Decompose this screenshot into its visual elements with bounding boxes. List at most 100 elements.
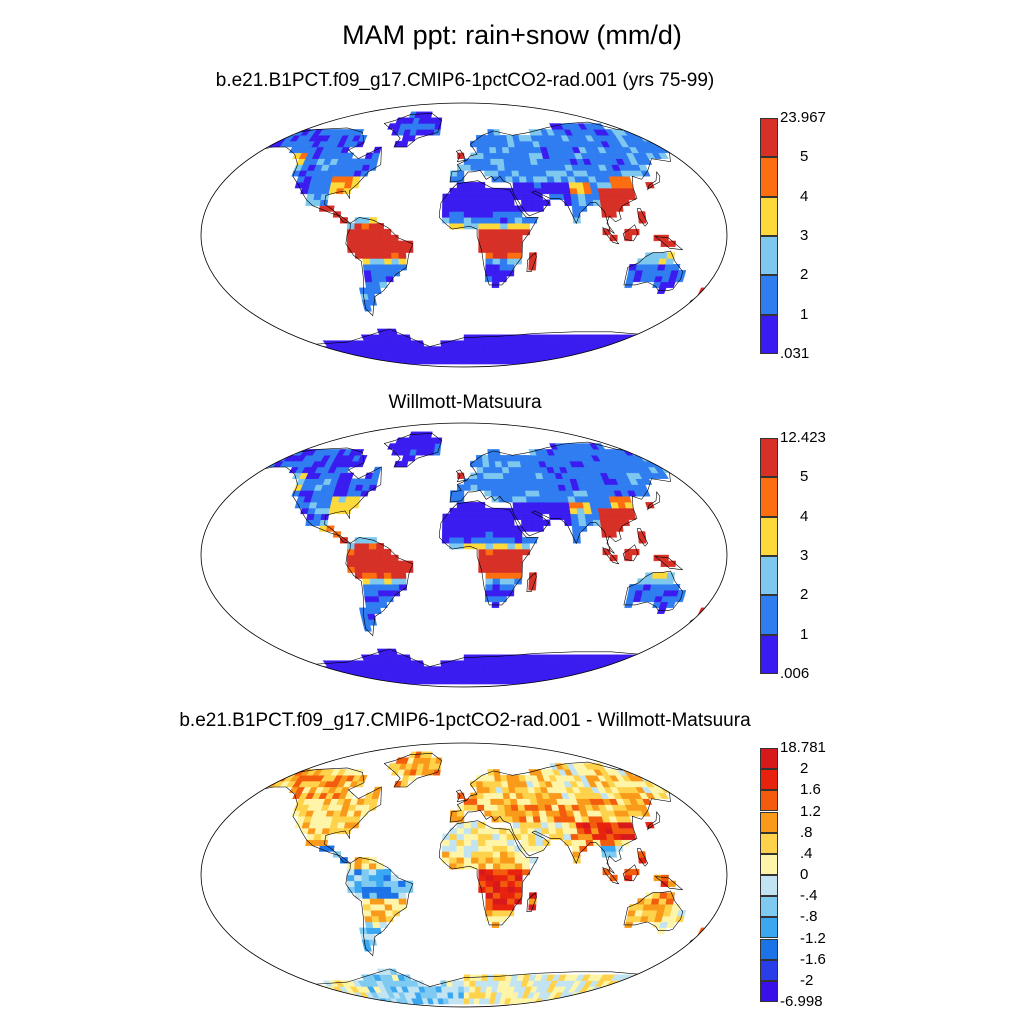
grid-cell (360, 170, 369, 177)
colorbar-box (760, 118, 778, 158)
grid-cell (613, 513, 622, 521)
grid-cell (660, 234, 669, 242)
grid-cell (595, 352, 608, 359)
grid-cell (354, 240, 363, 247)
grid-cell (639, 666, 653, 673)
grid-cell (485, 199, 494, 206)
colorbar-box (760, 275, 778, 315)
grid-cell (492, 519, 501, 526)
grid-cell (530, 484, 540, 491)
colorbar-label: 3 (800, 547, 809, 564)
grid-cell (476, 792, 485, 799)
grid-cell (376, 578, 385, 585)
grid-cell (492, 211, 501, 218)
grid-cell (500, 537, 508, 544)
grid-cell (347, 678, 359, 685)
grid-cell (500, 246, 508, 253)
grid-cell (570, 193, 579, 201)
grid-cell (674, 780, 687, 788)
grid-cell (485, 857, 494, 864)
grid-cell (516, 478, 525, 485)
grid-cell (680, 460, 694, 468)
grid-cell (621, 352, 635, 359)
grid-cell (496, 152, 504, 159)
grid-cell (485, 904, 494, 911)
grid-cell (606, 346, 619, 353)
grid-cell (509, 792, 518, 799)
grid-cell (476, 140, 484, 148)
grid-cell (611, 992, 624, 999)
grid-cell (475, 654, 483, 661)
grid-cell (470, 827, 479, 835)
grid-cell (482, 786, 491, 794)
grid-cell (364, 275, 373, 283)
grid-cell (523, 158, 532, 165)
grid-cell (635, 904, 645, 911)
grid-cell (368, 246, 378, 253)
panel-1-title: b.e21.B1PCT.f09_g17.CMIP6-1pctCO2-rad.00… (215, 70, 715, 91)
grid-cell (476, 472, 485, 479)
grid-cell (582, 501, 592, 509)
grid-cell (480, 660, 488, 667)
grid-cell (649, 264, 659, 271)
grid-cell (398, 892, 407, 899)
grid-cell (384, 584, 393, 591)
grid-cell (553, 176, 562, 183)
grid-cell (284, 678, 299, 685)
grid-cell (369, 252, 378, 259)
grid-cell (613, 193, 622, 201)
grid-cell (339, 537, 348, 544)
grid-cell (463, 827, 472, 835)
grid-cell (504, 170, 513, 177)
grid-cell (456, 217, 465, 224)
grid-cell (584, 358, 597, 365)
grid-cell (376, 880, 385, 887)
grid-cell (329, 501, 339, 509)
grid-cell (574, 358, 586, 365)
grid-cell (319, 839, 329, 846)
grid-cell (527, 833, 536, 841)
coastline-samerica (345, 217, 414, 317)
grid-cell (485, 898, 494, 905)
grid-cell (463, 519, 472, 526)
grid-cell (511, 170, 520, 177)
grid-cell (365, 601, 374, 609)
grid-cell (298, 672, 312, 679)
grid-cell (559, 998, 570, 1005)
grid-cell (458, 986, 465, 993)
grid-cell (475, 980, 482, 987)
grid-cell (643, 258, 653, 265)
grid-cell (521, 199, 530, 206)
colorbar-box (760, 811, 778, 833)
grid-cell (398, 258, 407, 265)
grid-cell (383, 572, 392, 579)
grid-cell (506, 839, 515, 846)
grid-cell (502, 472, 511, 479)
grid-cell (515, 472, 524, 479)
colorbar-label: 1 (800, 305, 809, 323)
grid-cell (575, 181, 585, 189)
grid-cell (657, 135, 670, 142)
grid-cell (463, 678, 470, 685)
grid-cell (376, 543, 385, 550)
coastline-madagascar (526, 252, 537, 272)
grid-cell (363, 909, 372, 917)
grid-cell (493, 548, 501, 556)
grid-cell (514, 578, 523, 585)
grid-cell (627, 193, 637, 201)
grid-cell (590, 992, 602, 999)
grid-cell (352, 816, 361, 823)
grid-cell (360, 490, 369, 497)
grid-cell (471, 857, 479, 864)
grid-cell (669, 775, 682, 782)
grid-cell (456, 187, 465, 195)
grid-cell (286, 986, 300, 993)
grid-cell (269, 340, 283, 347)
grid-cell (469, 352, 476, 359)
grid-cell (486, 660, 494, 667)
grid-cell (446, 346, 454, 353)
grid-cell (631, 228, 640, 236)
grid-cell (500, 880, 509, 887)
grid-cell (651, 334, 665, 341)
grid-cell (494, 775, 502, 782)
